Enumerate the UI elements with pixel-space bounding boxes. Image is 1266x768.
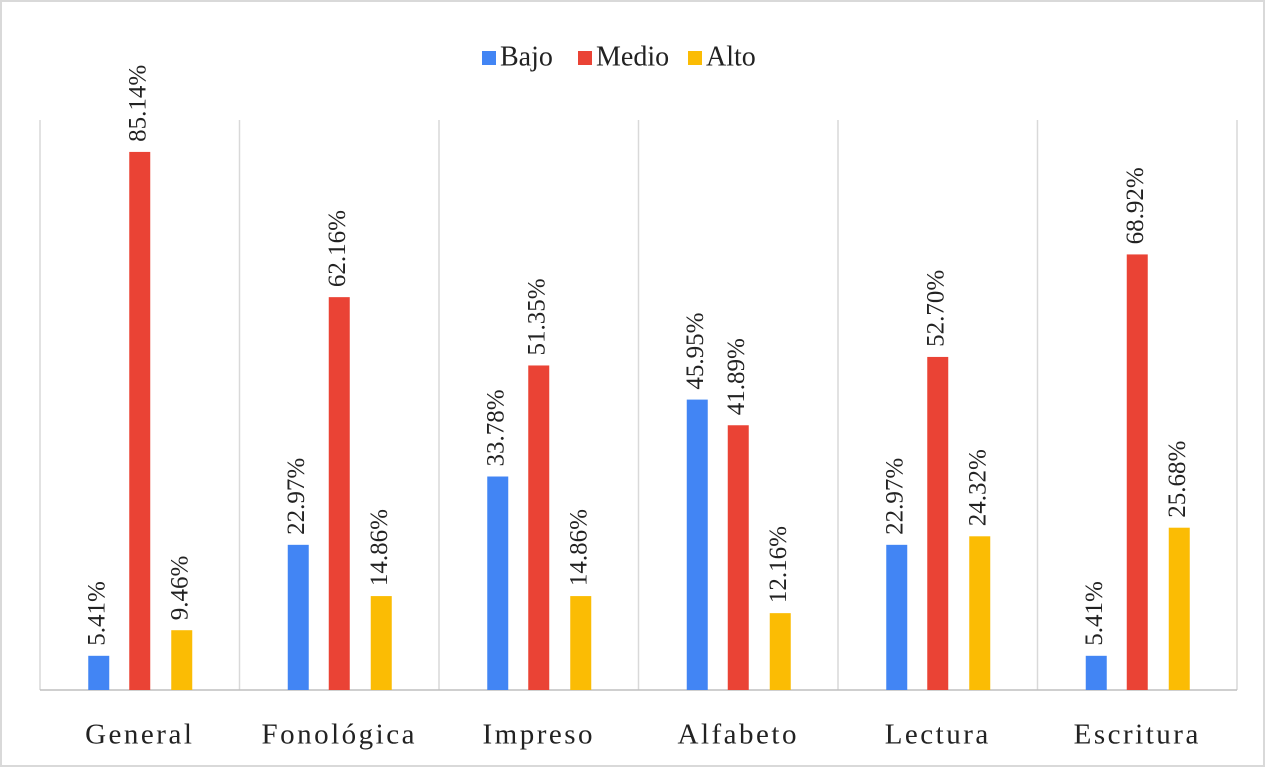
legend-swatch xyxy=(578,51,592,65)
data-label: 5.41% xyxy=(83,581,110,646)
data-label: 52.70% xyxy=(922,270,949,347)
data-label: 5.41% xyxy=(1081,581,1108,646)
bar xyxy=(886,544,908,690)
bar xyxy=(1126,254,1148,690)
bar xyxy=(88,655,110,690)
bar xyxy=(570,596,592,690)
legend-swatch xyxy=(688,51,702,65)
data-label: 24.32% xyxy=(964,449,991,526)
data-label: 12.16% xyxy=(765,526,792,603)
bar xyxy=(528,365,550,690)
data-label: 14.86% xyxy=(366,509,393,586)
bar xyxy=(129,151,151,690)
bar xyxy=(686,399,708,690)
data-label: 33.78% xyxy=(482,389,509,466)
bar xyxy=(1168,527,1190,690)
data-label: 9.46% xyxy=(166,556,193,621)
x-tick-label: General xyxy=(85,719,194,751)
bar xyxy=(769,613,791,690)
legend-label: Bajo xyxy=(500,41,553,72)
x-tick-label: Impreso xyxy=(482,719,595,751)
bar xyxy=(1085,655,1107,690)
data-label: 41.89% xyxy=(723,338,750,415)
bar xyxy=(328,297,350,690)
data-label: 68.92% xyxy=(1122,167,1149,244)
bar xyxy=(287,544,309,690)
bar xyxy=(487,476,509,690)
data-label: 14.86% xyxy=(565,509,592,586)
x-tick-label: Fonológica xyxy=(262,719,418,751)
bar xyxy=(727,425,749,690)
bar xyxy=(370,596,392,690)
data-label: 22.97% xyxy=(881,458,908,535)
data-label: 22.97% xyxy=(283,458,310,535)
legend-label: Medio xyxy=(596,41,669,72)
bar xyxy=(969,536,991,690)
data-label: 25.68% xyxy=(1164,441,1191,518)
data-label: 62.16% xyxy=(324,210,351,287)
bar xyxy=(171,630,193,690)
x-tick-label: Alfabeto xyxy=(678,719,799,751)
x-tick-label: Lectura xyxy=(885,719,991,751)
legend-label: Alto xyxy=(706,41,756,72)
data-label: 45.95% xyxy=(682,313,709,390)
data-label: 51.35% xyxy=(523,278,550,355)
data-label: 85.14% xyxy=(124,65,151,142)
x-tick-label: Escritura xyxy=(1074,719,1201,751)
bar xyxy=(927,356,949,690)
legend-swatch xyxy=(482,51,496,65)
